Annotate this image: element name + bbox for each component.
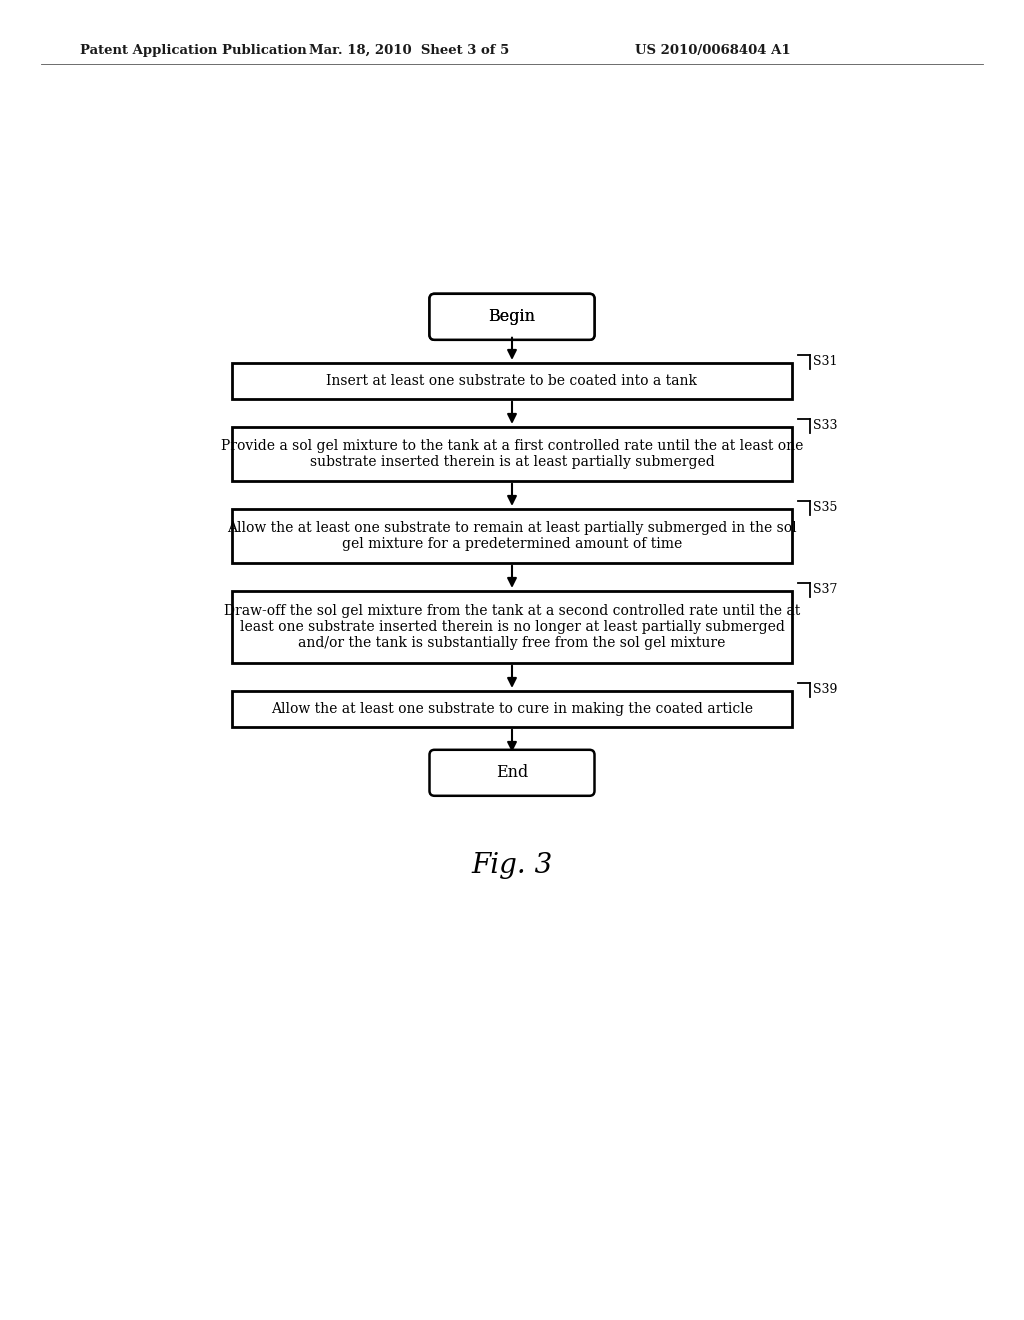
FancyBboxPatch shape — [429, 750, 595, 796]
Bar — [232, 508, 792, 562]
Text: Provide a sol gel mixture to the tank at a first controlled rate until the at le: Provide a sol gel mixture to the tank at… — [221, 438, 803, 469]
Bar — [232, 426, 792, 480]
Text: S39: S39 — [813, 684, 838, 697]
FancyBboxPatch shape — [429, 294, 595, 339]
Text: Fig. 3: Fig. 3 — [471, 853, 553, 879]
Text: S33: S33 — [813, 420, 838, 433]
Text: Allow the at least one substrate to cure in making the coated article: Allow the at least one substrate to cure… — [271, 702, 753, 715]
Text: End: End — [496, 764, 528, 781]
Text: Insert at least one substrate to be coated into a tank: Insert at least one substrate to be coat… — [327, 374, 697, 388]
FancyBboxPatch shape — [429, 294, 595, 339]
Bar — [232, 591, 792, 663]
Text: S31: S31 — [813, 355, 838, 368]
Text: US 2010/0068404 A1: US 2010/0068404 A1 — [635, 44, 791, 57]
Bar — [232, 363, 792, 399]
Bar — [232, 690, 792, 727]
Text: Allow the at least one substrate to remain at least partially submerged in the s: Allow the at least one substrate to rema… — [227, 520, 797, 550]
Text: Draw-off the sol gel mixture from the tank at a second controlled rate until the: Draw-off the sol gel mixture from the ta… — [224, 603, 800, 649]
Text: Patent Application Publication: Patent Application Publication — [80, 44, 306, 57]
Text: Begin: Begin — [488, 309, 536, 325]
Text: Mar. 18, 2010  Sheet 3 of 5: Mar. 18, 2010 Sheet 3 of 5 — [309, 44, 510, 57]
Text: S35: S35 — [813, 502, 838, 515]
Text: Begin: Begin — [488, 309, 536, 325]
Text: S37: S37 — [813, 583, 838, 597]
